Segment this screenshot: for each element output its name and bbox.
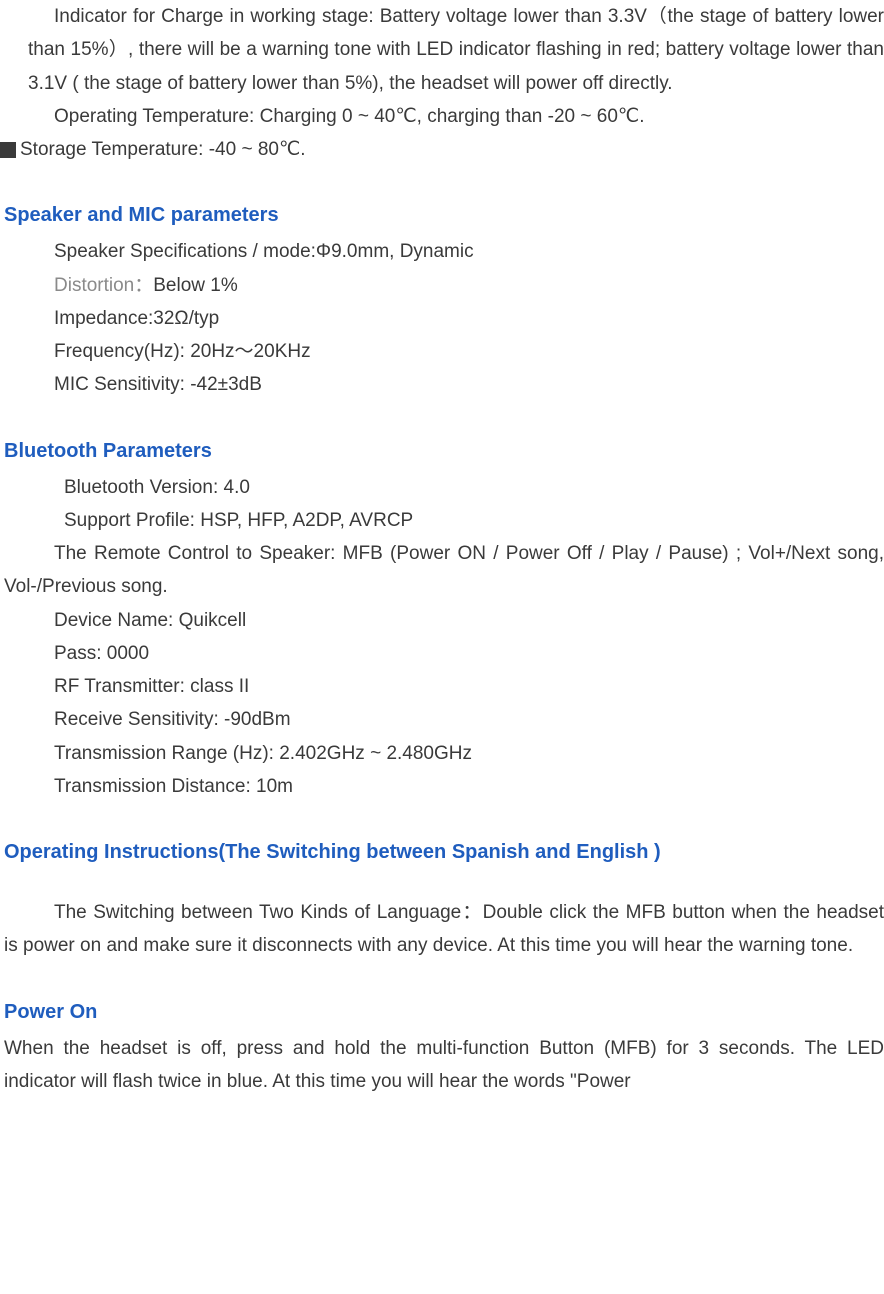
bt-remote-text: The Remote Control to Speaker: MFB (Powe… bbox=[4, 537, 884, 604]
section-power-on: Power On bbox=[0, 995, 884, 1030]
bt-version: Bluetooth Version: 4.0 bbox=[0, 471, 884, 504]
storage-temperature: Storage Temperature: -40 ~ 80℃. bbox=[20, 133, 306, 166]
distortion-value: Below 1% bbox=[153, 275, 238, 296]
mic-sensitivity: MIC Sensitivity: -42±3dB bbox=[0, 368, 884, 401]
operating-switching-paragraph: The Switching between Two Kinds of Langu… bbox=[0, 896, 884, 963]
storage-temperature-line: Storage Temperature: -40 ~ 80℃. bbox=[0, 133, 884, 166]
bt-tx-dist: Transmission Distance: 10m bbox=[0, 770, 884, 803]
operating-switching-text: The Switching between Two Kinds of Langu… bbox=[4, 896, 884, 963]
bt-device-name: Device Name: Quikcell bbox=[0, 604, 884, 637]
speaker-distortion: Distortion：Below 1% bbox=[0, 269, 884, 302]
speaker-spec-mode: Speaker Specifications / mode:Φ9.0mm, Dy… bbox=[0, 235, 884, 268]
section-speaker-mic: Speaker and MIC parameters bbox=[0, 198, 884, 233]
speaker-impedance: Impedance:32Ω/typ bbox=[0, 302, 884, 335]
indicator-paragraph: Indicator for Charge in working stage: B… bbox=[0, 0, 884, 100]
square-bullet-icon bbox=[0, 142, 16, 158]
bt-pass: Pass: 0000 bbox=[0, 637, 884, 670]
section-operating-instructions: Operating Instructions(The Switching bet… bbox=[0, 835, 884, 870]
bt-tx-range: Transmission Range (Hz): 2.402GHz ~ 2.48… bbox=[0, 737, 884, 770]
bt-profile: Support Profile: HSP, HFP, A2DP, AVRCP bbox=[0, 504, 884, 537]
operating-temperature: Operating Temperature: Charging 0 ~ 40℃,… bbox=[0, 100, 884, 133]
bt-remote-control: The Remote Control to Speaker: MFB (Powe… bbox=[0, 537, 884, 604]
power-on-paragraph: When the headset is off, press and hold … bbox=[0, 1032, 884, 1099]
section-bluetooth: Bluetooth Parameters bbox=[0, 434, 884, 469]
distortion-label: Distortion： bbox=[54, 275, 153, 296]
bt-recv-sens: Receive Sensitivity: -90dBm bbox=[0, 703, 884, 736]
speaker-frequency: Frequency(Hz): 20Hz～20KHz bbox=[0, 335, 884, 368]
bt-rf: RF Transmitter: class II bbox=[0, 670, 884, 703]
